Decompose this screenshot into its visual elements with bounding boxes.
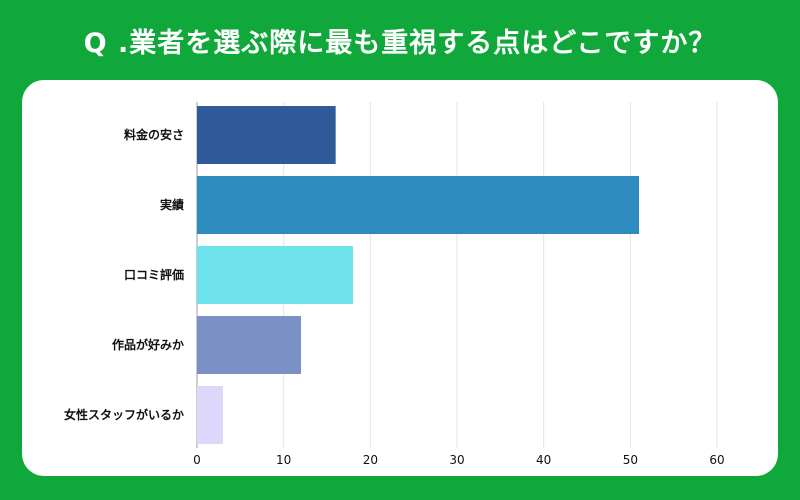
x-tick-label: 60: [709, 453, 724, 467]
x-tick-label: 50: [623, 453, 638, 467]
category-label: 実績: [160, 197, 184, 212]
page-title: Q .業者を選ぶ際に最も重視する点はどこですか？: [83, 27, 717, 59]
bar: [197, 386, 223, 444]
bar: [197, 176, 639, 234]
x-tick-label: 20: [363, 453, 378, 467]
category-label: 口コミ評価: [124, 267, 184, 282]
bars: [197, 106, 639, 444]
x-tick-label: 40: [536, 453, 551, 467]
category-label: 料金の安さ: [124, 127, 184, 142]
bar: [197, 246, 353, 304]
x-tick-label: 0: [193, 453, 201, 467]
bar: [197, 316, 301, 374]
x-tick-label: 30: [449, 453, 464, 467]
x-tick-labels: 0 10 20 30 40 50 60: [193, 453, 724, 467]
chart-card: [22, 80, 778, 476]
x-tick-label: 10: [276, 453, 291, 467]
category-label: 作品が好みか: [112, 337, 184, 352]
category-label: 女性スタッフがいるか: [64, 407, 184, 422]
bar: [197, 106, 336, 164]
